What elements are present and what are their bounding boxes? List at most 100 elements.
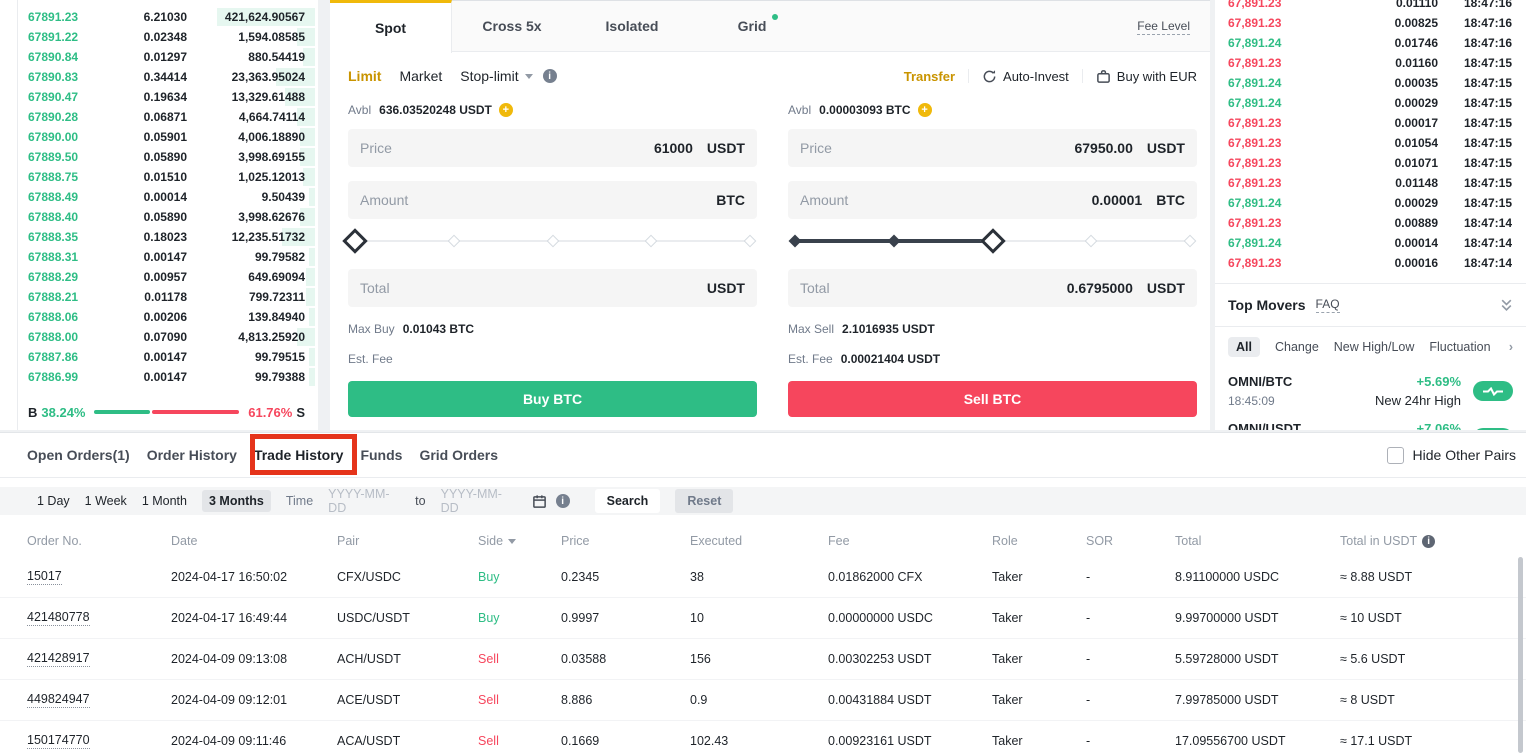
deposit-plus-icon[interactable]: + xyxy=(917,103,932,117)
slider-stop[interactable] xyxy=(1084,234,1098,248)
tab-funds[interactable]: Funds xyxy=(360,447,403,463)
range-3-months[interactable]: 3 Months xyxy=(201,490,271,512)
movers-tab-fluctuation[interactable]: Fluctuation xyxy=(1429,340,1491,354)
order-book-row[interactable]: 67890.47 0.19634 13,329.61488 xyxy=(18,87,315,107)
slider-stop[interactable] xyxy=(887,234,901,248)
sell-total-input[interactable]: Total 0.6795000 USDT xyxy=(788,269,1197,307)
movers-tab-change[interactable]: Change xyxy=(1274,340,1319,354)
movers-tab-all[interactable]: All xyxy=(1228,337,1260,357)
order-book-row[interactable]: 67888.49 0.00014 9.50439 xyxy=(18,187,315,207)
tab-open-orders[interactable]: Open Orders(1) xyxy=(27,447,130,463)
tab-cross[interactable]: Cross 5x xyxy=(482,18,542,34)
market-trade-row[interactable]: 67,891.23 0.00825 18:47:16 xyxy=(1215,13,1526,33)
market-trade-row[interactable]: 67,891.23 0.00016 18:47:14 xyxy=(1215,253,1526,273)
order-book-row[interactable]: 67888.21 0.01178 799.72311 xyxy=(18,287,315,307)
order-book-row[interactable]: 67888.29 0.00957 649.69094 xyxy=(18,267,315,287)
order-book-row[interactable]: 67888.40 0.05890 3,998.62676 xyxy=(18,207,315,227)
sort-caret-icon[interactable] xyxy=(508,538,517,544)
market-trade-row[interactable]: 67,891.23 0.01110 18:47:16 xyxy=(1215,0,1526,13)
table-scrollbar[interactable] xyxy=(1518,557,1523,753)
sparkline-badge[interactable] xyxy=(1473,428,1513,430)
market-trade-row[interactable]: 67,891.23 0.01148 18:47:15 xyxy=(1215,173,1526,193)
col-side[interactable]: Side xyxy=(478,534,561,548)
market-trade-row[interactable]: 67,891.23 0.01071 18:47:15 xyxy=(1215,153,1526,173)
order-book-row[interactable]: 67888.35 0.18023 12,235.51732 xyxy=(18,227,315,247)
order-book-row[interactable]: 67888.00 0.07090 4,813.25920 xyxy=(18,327,315,347)
order-book-row[interactable]: 67888.75 0.01510 1,025.12013 xyxy=(18,167,315,187)
range-1-week[interactable]: 1 Week xyxy=(84,494,127,508)
buy-total-input[interactable]: Total USDT xyxy=(348,269,757,307)
order-number-link[interactable]: 15017 xyxy=(27,569,62,585)
buy-button[interactable]: Buy BTC xyxy=(348,381,757,417)
buy-amount-input[interactable]: Amount BTC xyxy=(348,181,757,219)
market-trade-row[interactable]: 67,891.23 0.00017 18:47:15 xyxy=(1215,113,1526,133)
info-icon[interactable]: i xyxy=(555,494,570,508)
order-book-row[interactable]: 67890.28 0.06871 4,664.74114 xyxy=(18,107,315,127)
market-trade-row[interactable]: 67,891.24 0.00029 18:47:15 xyxy=(1215,193,1526,213)
date-from-input[interactable]: YYYY-MM-DD xyxy=(328,487,390,515)
market-trade-row[interactable]: 67,891.24 0.00029 18:47:15 xyxy=(1215,93,1526,113)
top-mover-item[interactable]: OMNI/BTC 18:45:09 +5.69% New 24hr High xyxy=(1215,367,1526,414)
transfer-link[interactable]: Transfer xyxy=(903,68,956,84)
order-type-limit[interactable]: Limit xyxy=(348,68,382,84)
chevron-right-icon[interactable]: › xyxy=(1508,340,1513,354)
sell-button[interactable]: Sell BTC xyxy=(788,381,1197,417)
slider-stop[interactable] xyxy=(447,234,461,248)
slider-stop[interactable] xyxy=(644,234,658,248)
sell-price-input[interactable]: Price 67950.00 USDT xyxy=(788,129,1197,167)
buy-price-input[interactable]: Price 61000 USDT xyxy=(348,129,757,167)
range-1-day[interactable]: 1 Day xyxy=(37,494,70,508)
info-icon[interactable]: i xyxy=(542,69,557,83)
movers-tab-new-high-low[interactable]: New High/Low xyxy=(1333,340,1415,354)
order-book-row[interactable]: 67888.06 0.00206 139.84940 xyxy=(18,307,315,327)
faq-link[interactable]: FAQ xyxy=(1315,297,1340,313)
tab-isolated[interactable]: Isolated xyxy=(605,18,659,34)
range-1-month[interactable]: 1 Month xyxy=(141,494,187,508)
order-type-stop-limit[interactable]: Stop-limit xyxy=(460,68,519,84)
tab-grid-orders[interactable]: Grid Orders xyxy=(419,447,499,463)
order-book-row[interactable]: 67888.31 0.00147 99.79582 xyxy=(18,247,315,267)
search-button[interactable]: Search xyxy=(594,489,661,513)
reset-button[interactable]: Reset xyxy=(675,489,734,513)
order-book-row[interactable]: 67886.99 0.00147 99.79388 xyxy=(18,367,315,387)
top-mover-item[interactable]: OMNI/USDT +7.06% xyxy=(1215,414,1526,430)
order-number-link[interactable]: 421480778 xyxy=(27,610,90,626)
deposit-plus-icon[interactable]: + xyxy=(498,103,513,117)
order-number-link[interactable]: 421428917 xyxy=(27,651,90,667)
order-type-market[interactable]: Market xyxy=(399,68,443,84)
market-trade-row[interactable]: 67,891.23 0.01054 18:47:15 xyxy=(1215,133,1526,153)
order-book-row[interactable]: 67890.84 0.01297 880.54419 xyxy=(18,47,315,67)
tab-spot[interactable]: Spot xyxy=(330,0,452,53)
slider-stop[interactable] xyxy=(743,234,757,248)
market-trade-row[interactable]: 67,891.24 0.00035 18:47:15 xyxy=(1215,73,1526,93)
tab-trade-history[interactable]: Trade History xyxy=(253,447,344,463)
slider-stop[interactable] xyxy=(788,234,802,248)
buy-amount-slider[interactable] xyxy=(342,228,757,254)
order-number-link[interactable]: 449824947 xyxy=(27,692,90,708)
hide-other-pairs-toggle[interactable]: Hide Other Pairs xyxy=(1386,446,1526,464)
calendar-icon[interactable] xyxy=(532,494,547,509)
chevron-down-icon[interactable] xyxy=(524,73,533,79)
market-trade-row[interactable]: 67,891.24 0.00014 18:47:14 xyxy=(1215,233,1526,253)
slider-stop[interactable] xyxy=(546,234,559,248)
slider-handle[interactable] xyxy=(979,228,1006,254)
order-book-row[interactable]: 67889.50 0.05890 3,998.69155 xyxy=(18,147,315,167)
sell-amount-input[interactable]: Amount 0.00001 BTC xyxy=(788,181,1197,219)
slider-handle[interactable] xyxy=(342,228,368,254)
order-book-row[interactable]: 67887.86 0.00147 99.79515 xyxy=(18,347,315,367)
collapse-double-chevron-icon[interactable] xyxy=(1500,298,1513,312)
info-icon[interactable]: i xyxy=(1422,534,1436,548)
sparkline-badge[interactable] xyxy=(1473,381,1513,401)
sell-amount-slider[interactable] xyxy=(788,228,1197,254)
slider-stop[interactable] xyxy=(1183,234,1197,248)
order-book-row[interactable]: 67891.23 6.21030 421,624.90567 xyxy=(18,7,315,27)
fee-level-link[interactable]: Fee Level xyxy=(1137,19,1210,35)
date-to-input[interactable]: YYYY-MM-DD xyxy=(440,487,502,515)
auto-invest-link[interactable]: Auto-Invest xyxy=(982,69,1069,84)
order-book-row[interactable]: 67891.22 0.02348 1,594.08585 xyxy=(18,27,315,47)
market-trade-row[interactable]: 67,891.23 0.01160 18:47:15 xyxy=(1215,53,1526,73)
tab-order-history[interactable]: Order History xyxy=(146,447,237,463)
hide-other-pairs-checkbox[interactable] xyxy=(1386,446,1404,464)
order-number-link[interactable]: 150174770 xyxy=(27,733,90,749)
order-book-row[interactable]: 67890.00 0.05901 4,006.18890 xyxy=(18,127,315,147)
